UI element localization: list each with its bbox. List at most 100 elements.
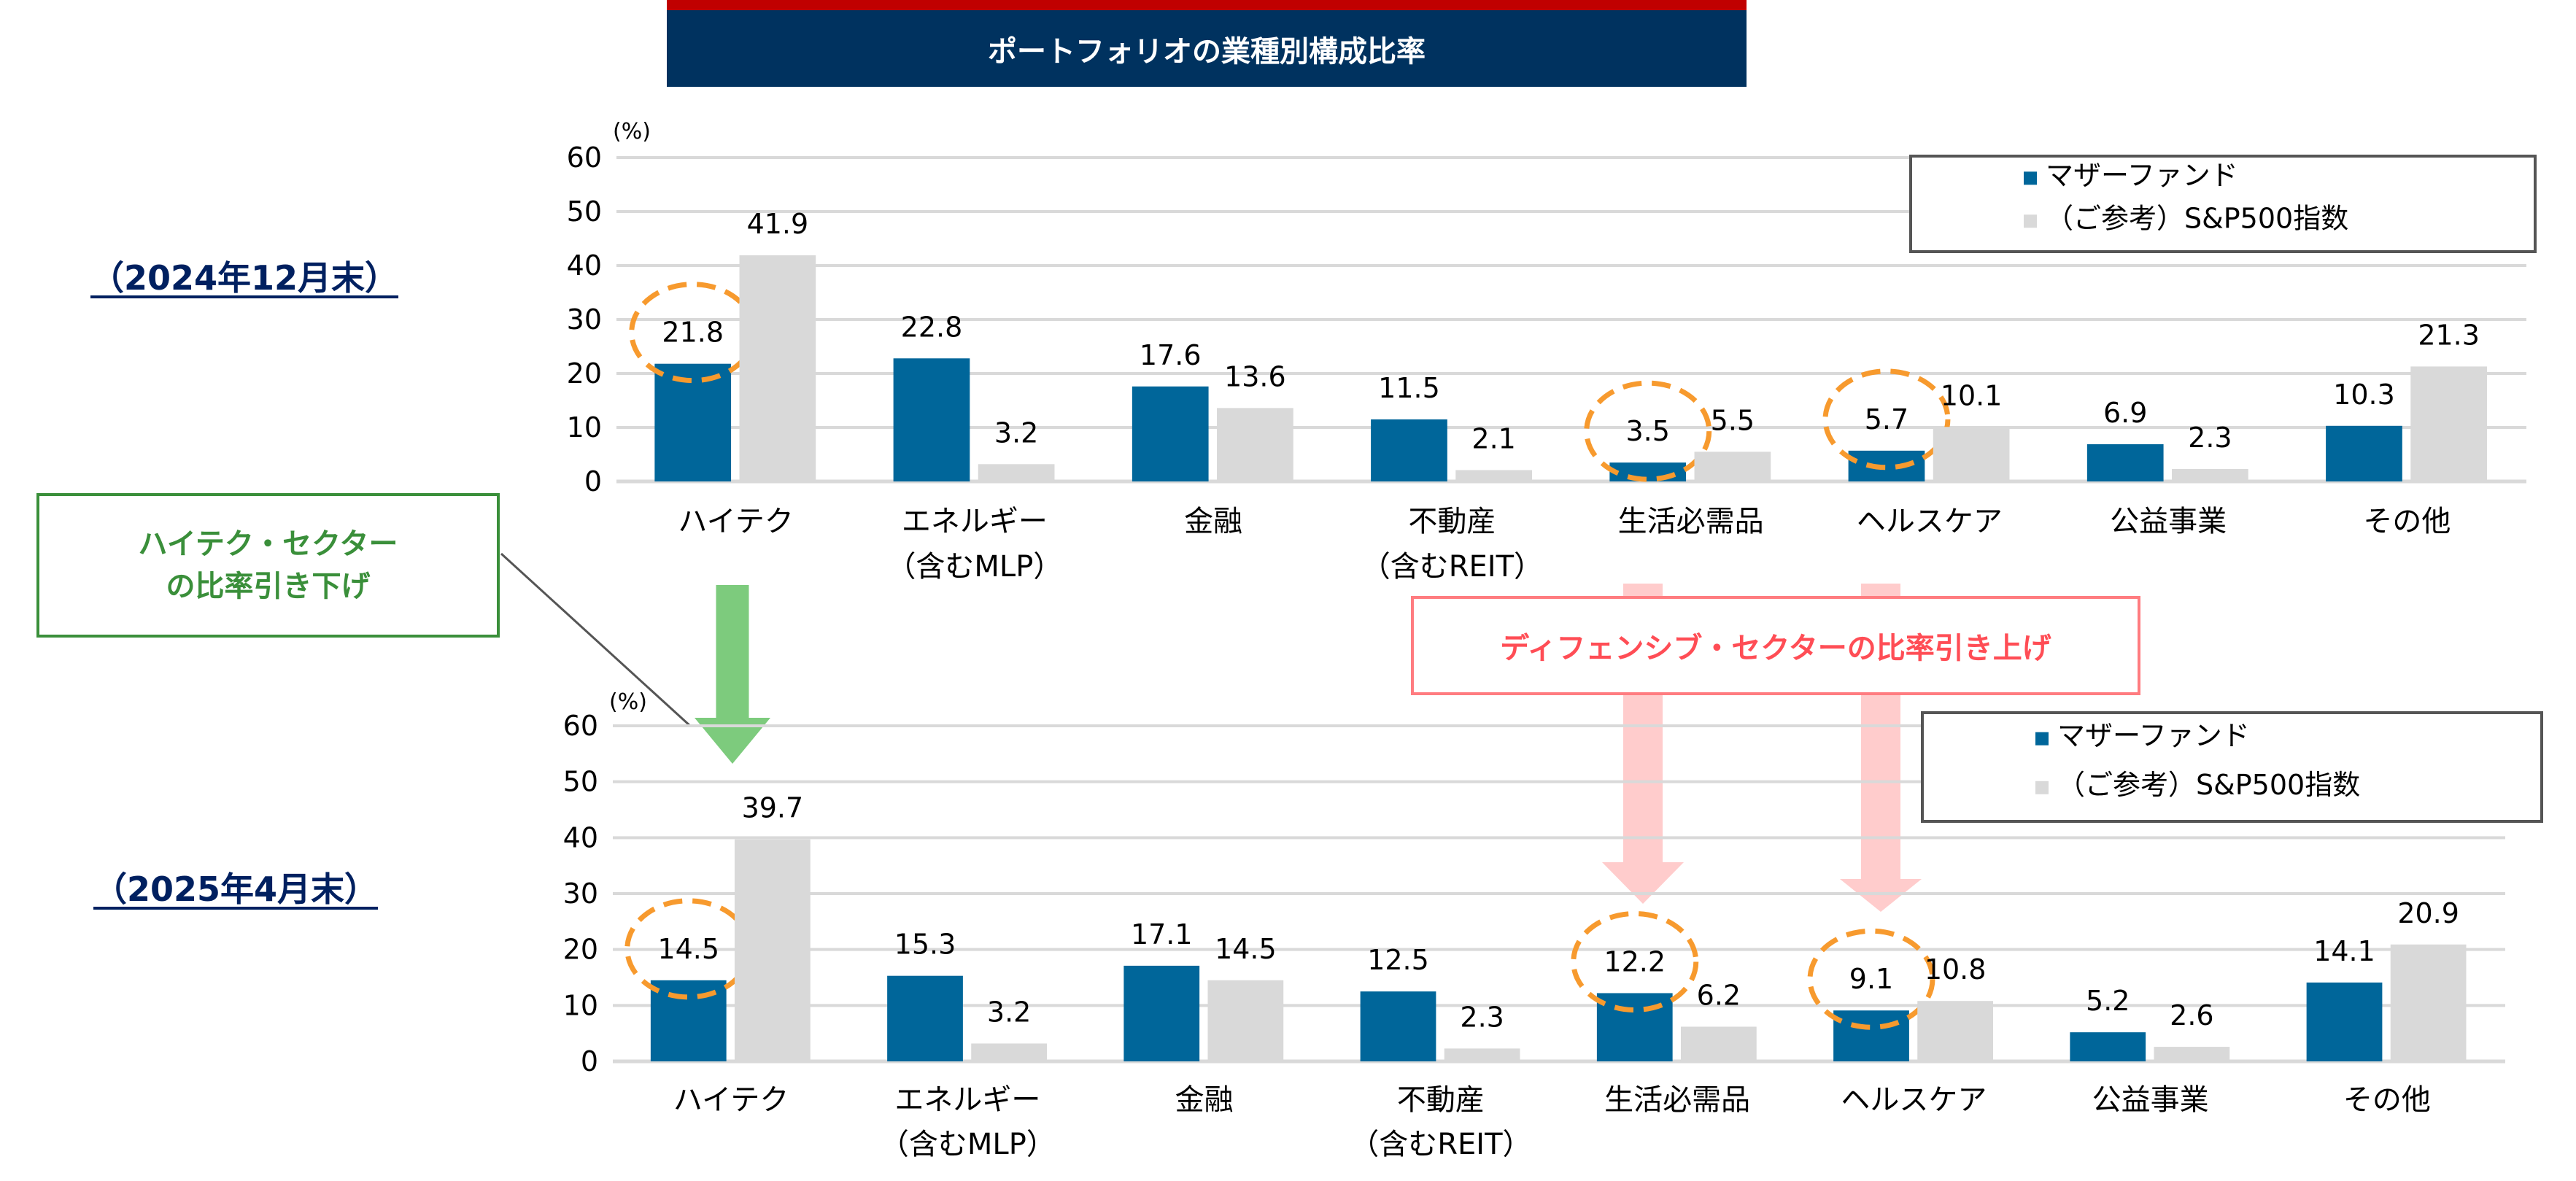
highlight-circle: [1584, 380, 1712, 482]
bar-chart-1: 0 10 20 30 40 50 60 (%) ハイテク 21.8 41.9 エネルギー （含むMLP）…: [567, 119, 2537, 584]
legend-label: （ご参考）S&P500指数: [2057, 769, 2360, 801]
decrease-callout-line2: の比率引き下げ: [166, 570, 371, 603]
sp500-bar: [734, 839, 811, 1061]
sp500-bar: [2390, 944, 2467, 1061]
sp500-value-label: 3.2: [987, 996, 1031, 1028]
sp500-value-label: 6.2: [1697, 979, 1741, 1011]
sp500-value-label: 2.1: [1471, 422, 1515, 454]
category-label: 公益事業: [2092, 1083, 2209, 1117]
fund-value-label: 3.5: [1626, 415, 1670, 447]
legend-label: マザーファンド: [2057, 720, 2250, 752]
legend-label: マザーファンド: [2046, 159, 2238, 191]
legend-swatch: [2035, 781, 2049, 794]
category-label: ハイテク: [673, 1083, 789, 1117]
legend-swatch: [2024, 214, 2037, 228]
highlight-circle: [1822, 368, 1951, 471]
sp500-value-label: 2.3: [2188, 422, 2232, 454]
legend-label: （ご参考）S&P500指数: [2046, 202, 2348, 234]
sp500-value-label: 10.1: [1941, 379, 2003, 411]
fund-value-label: 10.3: [2333, 379, 2395, 411]
y-tick-label: 10: [563, 989, 598, 1021]
fund-value-label: 5.2: [2086, 985, 2130, 1017]
legend: マザーファンド （ご参考）S&P500指数: [1921, 711, 2543, 823]
fund-bar: [1833, 1010, 1909, 1061]
fund-value-label: 12.2: [1604, 945, 1666, 977]
fund-bar: [1848, 450, 1925, 481]
y-tick-label: 30: [563, 878, 598, 910]
legend-swatch: [2024, 171, 2037, 185]
fund-value-label: 11.5: [1378, 372, 1440, 404]
sp500-value-label: 14.5: [1215, 933, 1277, 965]
y-tick-label: 0: [584, 465, 602, 497]
sp500-value-label: 20.9: [2397, 897, 2459, 929]
sp500-value-label: 10.8: [1925, 953, 1987, 986]
y-tick-label: 30: [567, 303, 602, 336]
fund-bar: [654, 363, 732, 481]
category-label: ヘルスケア: [1857, 505, 2003, 538]
fund-value-label: 14.5: [657, 933, 719, 965]
y-tick-label: 10: [567, 411, 602, 444]
category-note: （含むMLP）: [880, 1128, 1056, 1161]
sp500-bar: [1917, 1001, 1993, 1061]
decrease-callout: ハイテク・セクター の比率引き下げ: [36, 493, 500, 638]
sp500-value-label: 21.3: [2418, 319, 2480, 351]
category-label: ハイテク: [678, 505, 793, 538]
fund-value-label: 9.1: [1849, 963, 1893, 995]
sp500-value-label: 5.5: [1711, 404, 1755, 436]
bar-chart-2: 0 10 20 30 40 50 60 (%) ハイテク 14.5 39.7 エネルギー （含むMLP）…: [563, 689, 2543, 1161]
fund-value-label: 15.3: [894, 929, 956, 961]
legend-swatch: [2035, 732, 2049, 746]
category-label: 生活必需品: [1604, 1083, 1750, 1117]
sp500-bar: [1694, 452, 1771, 481]
fund-value-label: 6.9: [2103, 397, 2147, 429]
category-label: 金融: [1184, 505, 1242, 538]
increase-callout: ディフェンシブ・セクターの比率引き上げ: [1411, 596, 2140, 695]
category-label: その他: [2363, 505, 2451, 538]
category-label: 不動産: [1408, 505, 1496, 538]
sp500-value-label: 39.7: [742, 792, 804, 824]
fund-bar: [2070, 1032, 2146, 1061]
category-note: （含むMLP）: [886, 550, 1062, 584]
increase-arrow-icon: [1602, 584, 1684, 904]
sp500-bar: [739, 255, 816, 481]
callout-connector-line: [500, 552, 692, 727]
sp500-bar: [2172, 468, 2248, 481]
sp500-bar: [1680, 1026, 1757, 1061]
y-tick-label: 50: [563, 766, 598, 798]
category-label: エネルギー: [902, 505, 1048, 538]
fund-bar: [1132, 386, 1209, 481]
decrease-arrow-icon: [695, 585, 770, 764]
sp500-bar: [1207, 980, 1284, 1061]
legend-box: [1909, 155, 2537, 253]
fund-value-label: 22.8: [901, 311, 963, 343]
y-tick-label: 20: [567, 357, 602, 390]
period-label-2024: （2024年12月末）: [90, 258, 399, 298]
highlight-circle: [1571, 910, 1699, 1012]
fund-bar: [2306, 982, 2383, 1061]
fund-value-label: 14.1: [2313, 935, 2375, 967]
y-tick-label: 50: [567, 195, 602, 228]
fund-bar: [1360, 991, 1436, 1061]
highlight-circle: [1807, 928, 1935, 1030]
fund-bar: [2086, 444, 2164, 481]
sp500-bar: [2410, 366, 2488, 481]
sp500-bar: [1933, 427, 2010, 481]
category-label: 公益事業: [2110, 505, 2227, 538]
fund-value-label: 5.7: [1865, 403, 1908, 435]
category-label: エネルギー: [894, 1083, 1040, 1117]
fund-bar: [887, 975, 963, 1061]
sp500-bar: [971, 1043, 1047, 1061]
y-tick-label: 60: [567, 142, 602, 174]
legend: マザーファンド （ご参考）S&P500指数: [1909, 155, 2537, 253]
fund-bar: [2326, 425, 2402, 481]
sp500-value-label: 41.9: [747, 208, 809, 240]
category-label: 不動産: [1397, 1083, 1485, 1117]
sp500-value-label: 3.2: [994, 417, 1038, 449]
fund-value-label: 21.8: [662, 317, 724, 349]
category-note: （含むREIT）: [1350, 1128, 1531, 1161]
legend-box: [1921, 711, 2543, 823]
sp500-bar: [978, 464, 1055, 481]
fund-value-label: 17.6: [1140, 339, 1202, 371]
fund-value-label: 17.1: [1131, 918, 1193, 950]
